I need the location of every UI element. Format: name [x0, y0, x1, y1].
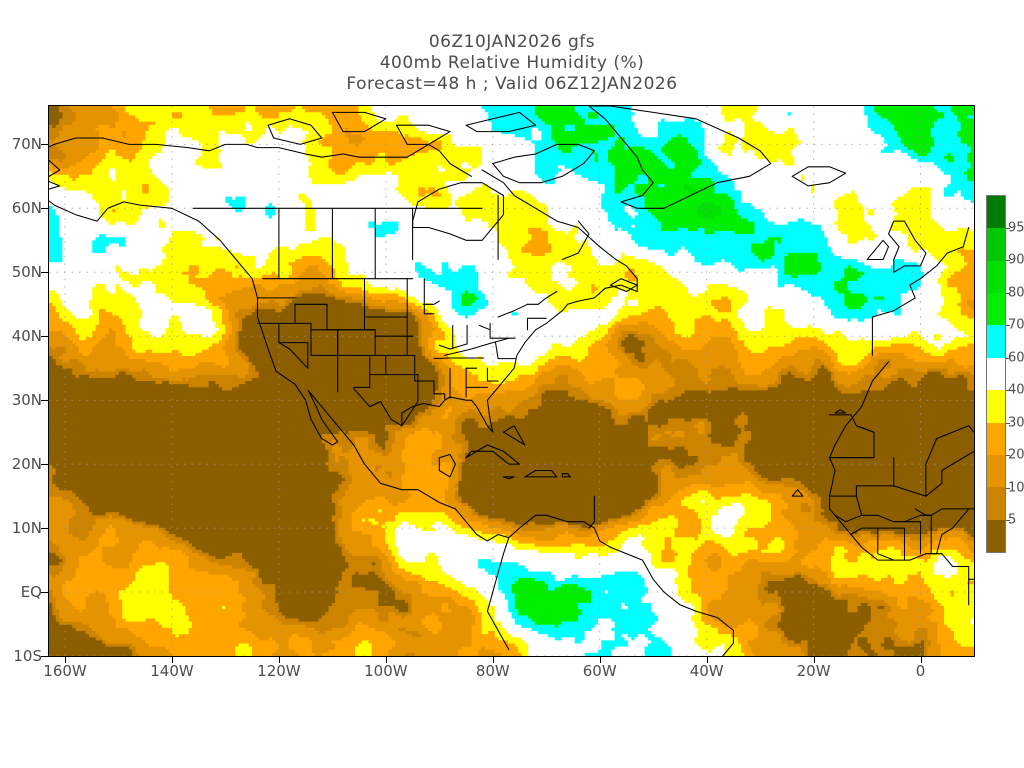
colorbar-tick-5: 5: [1008, 512, 1017, 528]
lon-tick-140w: 140W: [150, 662, 194, 680]
colorbar-band-70-80: [987, 293, 1005, 326]
colorbar-band-60-70: [987, 325, 1005, 358]
colorbar-tick-90: 90: [1008, 252, 1024, 268]
lon-tick-60w: 60W: [582, 662, 617, 680]
lat-tick-20n: 20N: [11, 455, 42, 474]
lat-tick-mark: [41, 144, 48, 146]
colorbar-band-10-20: [987, 454, 1005, 488]
lat-tick-mark: [41, 272, 48, 274]
rh-contour-field: [49, 106, 974, 656]
latitude-axis: 70N 60N 50N 40N 30N 20N 10N EQ 10S: [0, 0, 48, 768]
lon-tick-80w: 80W: [475, 662, 510, 680]
colorbar-band-20-30: [987, 422, 1005, 455]
lat-tick-mark: [41, 336, 48, 338]
colorbar-tick-30: 30: [1008, 415, 1024, 431]
colorbar-tick-mark: [1006, 292, 1010, 294]
lat-tick-70n: 70N: [11, 135, 42, 154]
lon-tick-mark: [599, 657, 601, 663]
colorbar-tick-60: 60: [1008, 350, 1024, 366]
relative-humidity-colorbar[interactable]: [986, 195, 1006, 553]
lat-tick-eq: EQ: [20, 583, 42, 602]
colorbar-tick-70: 70: [1008, 317, 1024, 333]
colorbar-tick-mark: [1006, 422, 1010, 424]
colorbar-band-40-60: [987, 357, 1005, 391]
lat-tick-mark: [41, 400, 48, 402]
colorbar-tick-mark: [1006, 520, 1010, 522]
colorbar-band-95-100: [987, 196, 1005, 229]
colorbar-band-30-40: [987, 390, 1005, 423]
colorbar-band-5-10: [987, 487, 1005, 520]
colorbar-band-80-90: [987, 260, 1005, 294]
colorbar-tick-20: 20: [1008, 447, 1024, 463]
lon-tick-mark: [171, 657, 173, 663]
colorbar-tick-10: 10: [1008, 480, 1024, 496]
lat-tick-50n: 50N: [11, 263, 42, 282]
lon-tick-40w: 40W: [689, 662, 724, 680]
lon-tick-120w: 120W: [257, 662, 301, 680]
colorbar-tick-40: 40: [1008, 382, 1024, 398]
lat-tick-40n: 40N: [11, 327, 42, 346]
lat-tick-mark: [41, 528, 48, 530]
lon-tick-20w: 20W: [796, 662, 831, 680]
lon-tick-mark: [65, 657, 67, 663]
lon-tick-mark: [813, 657, 815, 663]
colorbar-tick-mark: [1006, 390, 1010, 392]
colorbar-tick-95: 95: [1008, 220, 1024, 236]
colorbar-tick-mark: [1006, 455, 1010, 457]
colorbar-tick-mark: [1006, 487, 1010, 489]
lat-tick-mark: [41, 208, 48, 210]
colorbar-band-0-5: [987, 519, 1005, 552]
lat-tick-60n: 60N: [11, 199, 42, 218]
lat-tick-mark: [41, 656, 48, 657]
colorbar-band-90-95: [987, 228, 1005, 261]
lat-tick-30n: 30N: [11, 391, 42, 410]
lon-tick-mark: [492, 657, 494, 663]
lon-tick-mark: [278, 657, 280, 663]
lon-tick-0: 0: [915, 662, 926, 680]
lat-tick-mark: [41, 464, 48, 466]
colorbar-tick-mark: [1006, 357, 1010, 359]
colorbar-tick-mark: [1006, 227, 1010, 229]
lon-tick-mark: [706, 657, 708, 663]
colorbar-tick-mark: [1006, 260, 1010, 262]
lon-tick-100w: 100W: [364, 662, 408, 680]
lat-tick-10s: 10S: [13, 647, 42, 665]
lat-tick-10n: 10N: [11, 519, 42, 538]
lon-tick-160w: 160W: [43, 662, 87, 680]
map-plot-area[interactable]: [48, 105, 975, 657]
colorbar-tick-80: 80: [1008, 285, 1024, 301]
colorbar-tick-mark: [1006, 325, 1010, 327]
lon-tick-mark: [920, 657, 922, 663]
lat-tick-mark: [41, 592, 48, 594]
lon-tick-mark: [385, 657, 387, 663]
